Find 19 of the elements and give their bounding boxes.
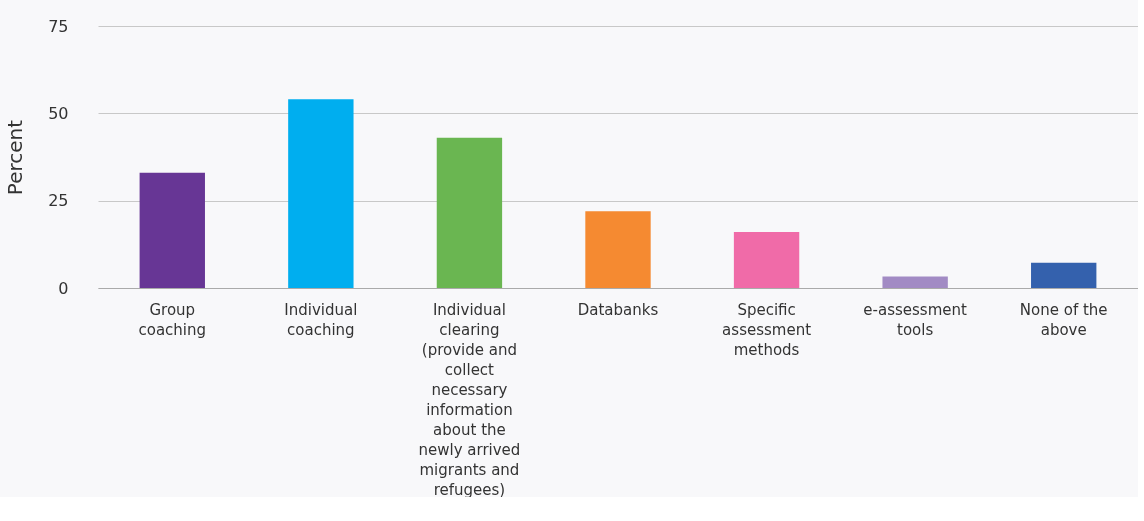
bar <box>585 211 651 288</box>
bar <box>733 232 800 288</box>
bar <box>1031 262 1097 288</box>
bar <box>288 99 354 288</box>
x-tick-label: e-assessment tools <box>863 300 968 339</box>
bar <box>882 276 948 288</box>
y-axis-title: Percent <box>3 119 28 196</box>
x-tick-label: Individual coaching <box>284 300 358 339</box>
y-tick-label: 25 <box>48 191 69 211</box>
bar <box>436 137 503 288</box>
y-tick-label: 75 <box>48 16 69 36</box>
x-tick-label: Databanks <box>577 300 659 319</box>
category-label: Individual clearing (provide and collect necessary information about the newly arrived migrants and refugees) <box>418 300 521 499</box>
x-tick-label: Group coaching <box>138 300 207 339</box>
x-tick-label: None of the above <box>1019 300 1108 339</box>
x-tick-label: Specific assessment methods <box>722 300 812 359</box>
bar <box>139 172 205 288</box>
y-tick-label: 50 <box>48 103 69 123</box>
y-tick-label: 0 <box>58 278 69 298</box>
